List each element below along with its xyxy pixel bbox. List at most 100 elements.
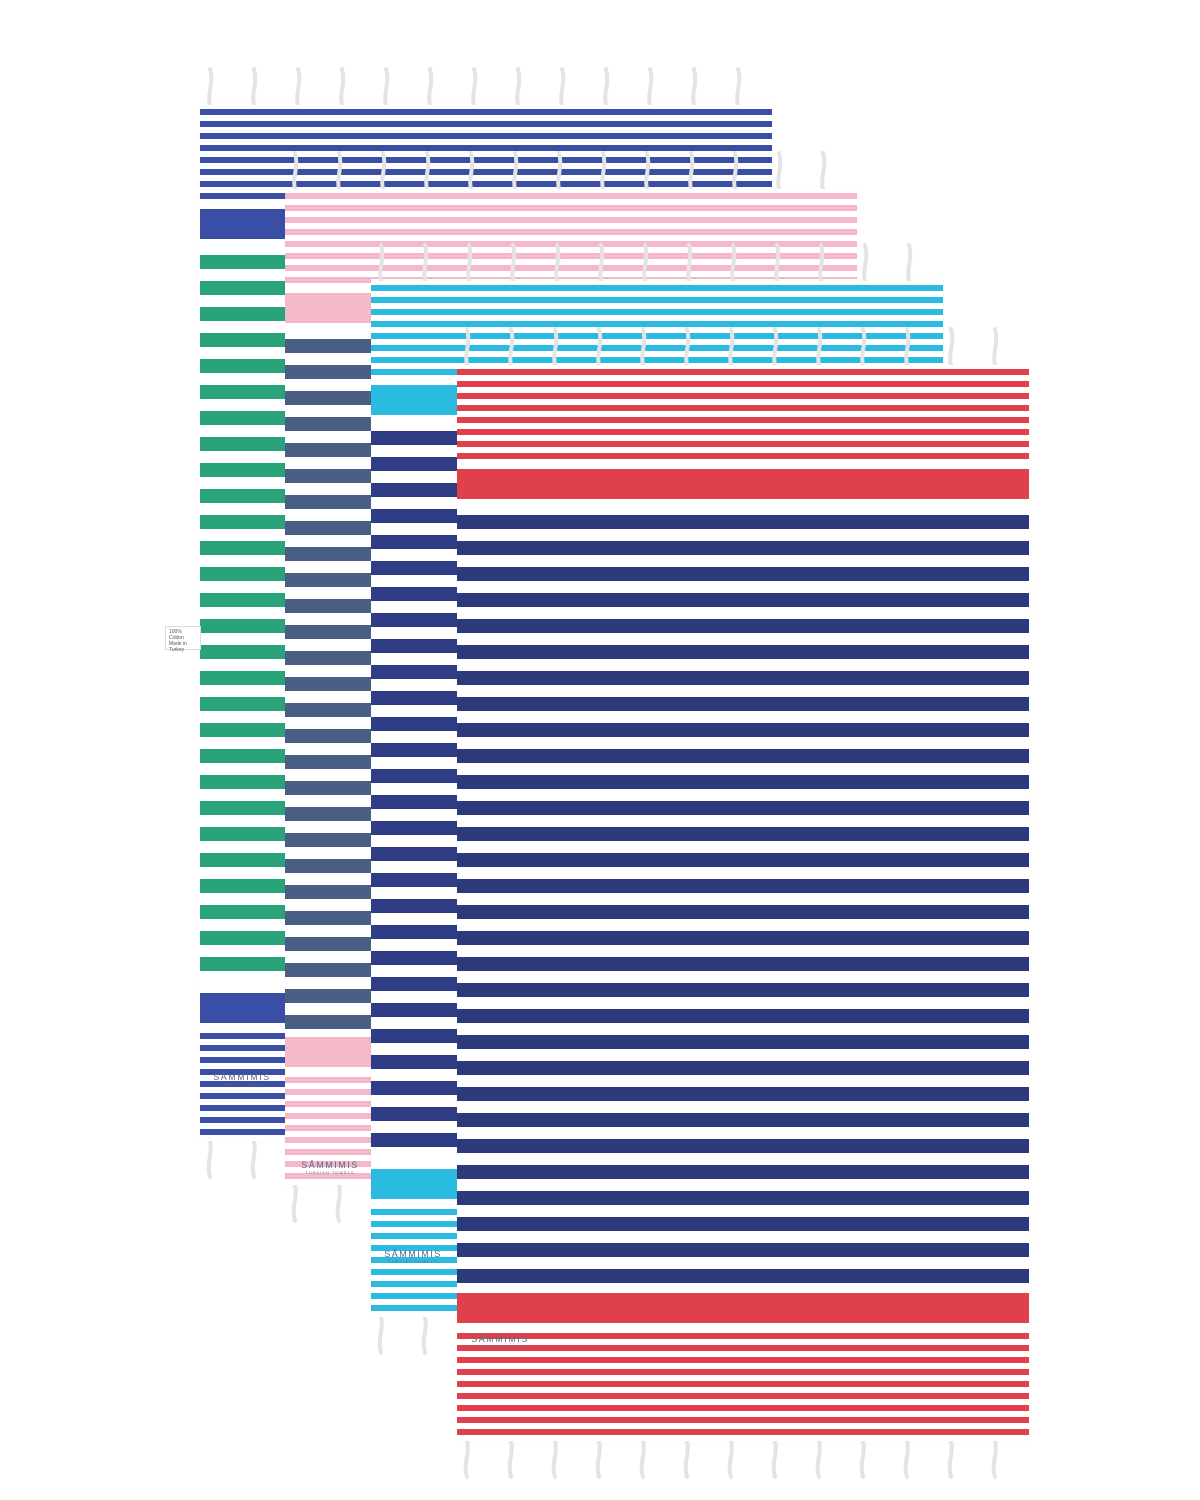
- fringe-tassel: [421, 1317, 428, 1355]
- fringe-tassel: [556, 151, 563, 189]
- fringe-tassel: [639, 1441, 646, 1479]
- fringe-tassel: [820, 151, 827, 189]
- end-stripe: [457, 1417, 1029, 1423]
- brand-name: SÅMMIMIS: [471, 1334, 529, 1344]
- fringe-tassel: [512, 151, 519, 189]
- end-stripe: [371, 357, 943, 363]
- fringe-tassel: [377, 1317, 384, 1355]
- end-stripe: [200, 181, 772, 187]
- fringe-tassel: [684, 327, 691, 365]
- fringe-tassel: [295, 67, 302, 105]
- fringe-tassel: [772, 327, 779, 365]
- fringe-tassel: [466, 243, 473, 281]
- brand-sub: TURKISH TOWELS: [217, 1082, 267, 1087]
- end-stripe: [285, 205, 857, 211]
- body-stripe: [457, 1269, 1029, 1283]
- fringe-tassel: [471, 67, 478, 105]
- fringe-tassel: [991, 1441, 998, 1479]
- body-stripe: [457, 1165, 1029, 1179]
- body-stripe: [457, 1217, 1029, 1231]
- fringe-tassel: [336, 151, 343, 189]
- fringe-tassel: [339, 67, 346, 105]
- end-stripe: [371, 309, 943, 315]
- fringe-tassel: [732, 151, 739, 189]
- end-stripe: [371, 333, 943, 339]
- fringe-tassel: [644, 151, 651, 189]
- fringe-tassel: [507, 1441, 514, 1479]
- brand-sub: TURKISH TOWELS: [475, 1344, 525, 1349]
- body-stripe: [457, 983, 1029, 997]
- fringe-tassel: [463, 1441, 470, 1479]
- end-stripe: [457, 1381, 1029, 1387]
- body-stripe: [457, 1139, 1029, 1153]
- fringe-tassel: [383, 67, 390, 105]
- end-stripe: [285, 193, 857, 199]
- body-stripe: [457, 723, 1029, 737]
- brand-label-4: SÅMMIMIS TURKISH TOWELS: [470, 1334, 530, 1350]
- end-stripe: [200, 133, 772, 139]
- fringe-tassel: [688, 151, 695, 189]
- care-tag-line2: Made in Turkey: [169, 641, 187, 653]
- body-stripe: [457, 567, 1029, 581]
- end-stripe: [285, 241, 857, 247]
- fringe-tassel: [816, 327, 823, 365]
- fringe-tassel: [291, 1185, 298, 1223]
- brand-name: SÅMMIMIS: [301, 1160, 359, 1170]
- fringe-tassel: [774, 243, 781, 281]
- fringe-tassel: [904, 327, 911, 365]
- end-stripe: [457, 417, 1029, 423]
- end-stripe: [200, 145, 772, 151]
- body-stripe: [457, 697, 1029, 711]
- body-stripe: [457, 931, 1029, 945]
- end-stripe: [371, 297, 943, 303]
- body-stripe: [457, 1113, 1029, 1127]
- fringe-tassel: [380, 151, 387, 189]
- fringe-top: [464, 327, 999, 365]
- body-stripe: [457, 645, 1029, 659]
- accent-band: [457, 1293, 1029, 1323]
- end-stripe: [285, 229, 857, 235]
- brand-label-2: SÅMMIMIS TURKISH TOWELS: [300, 1160, 360, 1176]
- end-stripe: [457, 1333, 1029, 1339]
- fringe-tassel: [686, 243, 693, 281]
- end-stripe: [371, 321, 943, 327]
- fringe-tassel: [947, 1441, 954, 1479]
- fringe-tassel: [595, 1441, 602, 1479]
- brand-name: SÅMMIMIS: [213, 1072, 271, 1082]
- end-stripe: [457, 381, 1029, 387]
- brand-label-3: SÅMMIMIS TURKISH TOWELS: [383, 1249, 443, 1265]
- towel-stripes: [457, 369, 1029, 1435]
- care-tag-line1: 100% Cotton: [169, 629, 184, 641]
- body-stripe: [457, 1243, 1029, 1257]
- end-stripe: [200, 157, 772, 163]
- body-stripe: [457, 1087, 1029, 1101]
- body-stripe: [457, 593, 1029, 607]
- end-stripe: [285, 265, 857, 271]
- end-stripe: [457, 1357, 1029, 1363]
- fringe-tassel: [515, 67, 522, 105]
- fringe-tassel: [691, 67, 698, 105]
- fringe-tassel: [598, 243, 605, 281]
- fringe-tassel: [683, 1441, 690, 1479]
- fringe-tassel: [903, 1441, 910, 1479]
- fringe-tassel: [647, 67, 654, 105]
- fringe-tassel: [378, 243, 385, 281]
- fringe-tassel: [422, 243, 429, 281]
- fringe-tassel: [818, 243, 825, 281]
- end-stripe: [457, 393, 1029, 399]
- fringe-tassel: [771, 1441, 778, 1479]
- fringe-tassel: [551, 1441, 558, 1479]
- body-stripe: [457, 827, 1029, 841]
- end-stripe: [457, 1393, 1029, 1399]
- fringe-tassel: [906, 243, 913, 281]
- fringe-tassel: [424, 151, 431, 189]
- fringe-tassel: [600, 151, 607, 189]
- fringe-tassel: [559, 67, 566, 105]
- fringe-tassel: [508, 327, 515, 365]
- body-stripe: [457, 1035, 1029, 1049]
- brand-sub: TURKISH TOWELS: [388, 1259, 438, 1264]
- fringe-tassel: [730, 243, 737, 281]
- body-stripe: [457, 879, 1029, 893]
- end-stripe: [457, 1369, 1029, 1375]
- body-stripe: [457, 749, 1029, 763]
